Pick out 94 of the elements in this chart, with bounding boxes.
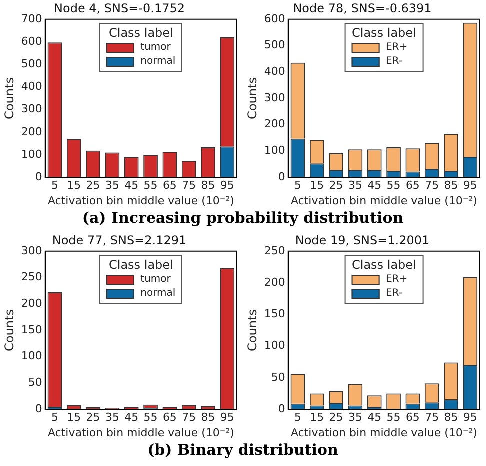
y-tick-label: 100 [264, 339, 286, 352]
x-tick-label: 75 [425, 411, 440, 424]
x-tick-label: 25 [329, 411, 344, 424]
x-tick-label: 65 [406, 411, 420, 424]
y-tick-label: 600 [21, 34, 42, 48]
x-tick-label: 55 [386, 411, 401, 424]
y-axis-title: Counts [245, 310, 260, 352]
y-tick-label: 250 [264, 244, 286, 258]
y-tick-label: 300 [21, 244, 42, 258]
x-tick-label: 85 [444, 411, 458, 424]
x-axis-title: Activation bin middle value (10⁻²) [290, 426, 478, 440]
x-tick-label: 45 [368, 411, 382, 424]
y-tick-label: 250 [21, 270, 42, 284]
x-tick-label: 35 [105, 411, 120, 424]
chart-title: Node 78, SNS=-0.6391 [293, 1, 432, 16]
x-tick-label: 95 [220, 179, 234, 192]
x-tick-label: 45 [368, 179, 382, 192]
x-tick-label: 5 [51, 411, 58, 424]
y-axis-title: Counts [245, 78, 260, 120]
x-tick-label: 65 [162, 179, 177, 192]
y-tick-label: 200 [264, 118, 286, 131]
x-tick-label: 45 [124, 411, 139, 424]
x-tick-label: 45 [124, 179, 139, 192]
x-tick-label: 55 [144, 179, 158, 192]
y-tick-label: 500 [21, 57, 42, 70]
x-tick-label: 15 [310, 411, 324, 424]
y-tick-label: 200 [21, 296, 42, 310]
legend-title: Class label [108, 26, 174, 40]
y-tick-label: 50 [28, 376, 42, 390]
y-tick-label: 300 [264, 91, 286, 104]
legend-label: normal [140, 287, 176, 302]
y-tick-label: 150 [264, 308, 286, 321]
x-tick-label: 95 [463, 411, 478, 424]
y-tick-label: 0 [35, 170, 42, 184]
y-tick-label: 300 [21, 102, 42, 116]
x-tick-label: 65 [162, 411, 177, 424]
legend-label: tumor [140, 41, 171, 56]
y-tick-label: 200 [21, 125, 42, 138]
y-tick-label: 0 [278, 402, 286, 416]
x-tick-label: 55 [386, 179, 401, 192]
text: (b) Binary distribution [146, 440, 340, 460]
y-tick-label: 100 [21, 148, 42, 161]
legend-label: ER- [386, 287, 402, 302]
x-tick-label: 85 [444, 179, 458, 192]
x-tick-label: 65 [406, 179, 420, 192]
x-tick-label: 15 [310, 179, 324, 192]
x-tick-label: 25 [86, 179, 100, 192]
legend-title: Class label [108, 258, 174, 272]
chart-title: Node 77, SNS=2.1291 [52, 233, 187, 248]
y-tick-label: 100 [21, 350, 42, 363]
x-tick-label: 85 [201, 179, 216, 192]
legend-title: Class label [352, 258, 416, 272]
legend-label: ER- [386, 55, 402, 70]
x-tick-label: 75 [182, 411, 196, 424]
legend-label: ER+ [386, 273, 408, 288]
y-tick-label: 100 [264, 144, 286, 158]
y-tick-label: 500 [264, 38, 286, 52]
x-tick-label: 15 [67, 179, 82, 192]
y-axis-title: Counts [2, 310, 16, 352]
x-tick-label: 25 [329, 179, 344, 192]
y-tick-label: 0 [278, 170, 286, 184]
y-tick-label: 150 [21, 323, 42, 336]
x-axis-title: Activation bin middle value (10⁻²) [48, 194, 234, 208]
y-tick-label: 50 [271, 370, 286, 384]
x-tick-label: 75 [182, 179, 196, 192]
x-tick-label: 15 [67, 411, 82, 424]
y-tick-label: 400 [264, 64, 286, 78]
text: (a) Increasing probability distribution [81, 208, 405, 228]
x-tick-label: 85 [201, 411, 216, 424]
x-tick-label: 35 [348, 411, 362, 424]
x-tick-label: 75 [425, 179, 440, 192]
y-tick-label: 200 [264, 276, 286, 289]
x-tick-label: 5 [51, 179, 58, 192]
x-axis-title: Activation bin middle value (10⁻²) [48, 426, 234, 440]
y-tick-label: 400 [21, 80, 42, 94]
legend-label: ER+ [386, 41, 408, 56]
chart-title: Node 19, SNS=1.2001 [295, 233, 430, 248]
x-tick-label: 35 [105, 179, 120, 192]
x-tick-label: 35 [348, 179, 362, 192]
x-tick-label: 25 [86, 411, 100, 424]
legend-title: Class label [352, 26, 416, 40]
x-tick-label: 95 [463, 179, 478, 192]
x-axis-title: Activation bin middle value (10⁻²) [290, 194, 478, 208]
legend-label: tumor [140, 273, 171, 288]
y-tick-label: 600 [264, 12, 286, 26]
y-tick-label: 700 [21, 12, 42, 26]
x-tick-label: 95 [220, 411, 234, 424]
x-tick-label: 55 [144, 411, 158, 424]
chart-title: Node 4, SNS=-0.1752 [54, 1, 185, 16]
x-tick-label: 5 [294, 411, 302, 424]
y-tick-label: 0 [35, 402, 42, 416]
x-tick-label: 5 [294, 179, 302, 192]
legend-label: normal [140, 55, 176, 70]
y-axis-title: Counts [2, 78, 16, 120]
